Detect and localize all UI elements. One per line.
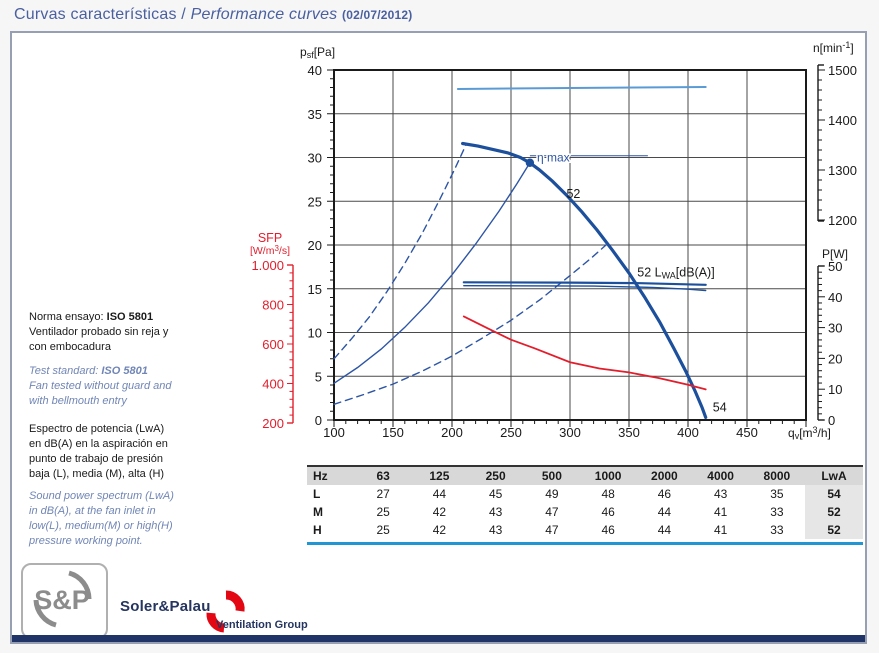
brand-swirl-arc2	[206, 612, 225, 633]
spectrum-value: 33	[770, 505, 784, 519]
col-header-1000: 1000	[580, 467, 637, 485]
note-line: pressure working point.	[29, 535, 143, 547]
col-header-LwA: LwA	[805, 467, 863, 485]
brand-block: Soler&Palau Ventilation Group	[120, 590, 340, 643]
brand-swirl-arc1	[225, 590, 245, 612]
note-line: baja (L), media (M), alta (H)	[29, 468, 165, 480]
note-spectrum-en: Sound power spectrum (LwA) in dB(A), at …	[29, 489, 247, 549]
table-header-row: Hz 63 125 250 500 1000 2000 4000 8000 LwA	[307, 467, 863, 485]
col-header-500: 500	[523, 467, 580, 485]
bottom-navy-bar	[12, 635, 865, 642]
spectrum-value: 47	[545, 505, 559, 519]
sp-logo-graphic: S&P	[33, 570, 92, 628]
note-standard: ISO 5801	[101, 365, 148, 377]
table-bottom-rule	[307, 542, 863, 545]
table-row-H: H 25 42 43 47 46 44 41 33 52	[307, 521, 863, 539]
note-line: Sound power spectrum (LwA)	[29, 490, 174, 502]
spectrum-value: 42	[432, 523, 447, 537]
spectrum-value: 41	[713, 523, 728, 537]
spectrum-value: 42	[432, 505, 447, 519]
spectrum-value: 43	[488, 505, 503, 519]
col-header-8000: 8000	[748, 467, 805, 485]
spectrum-value: 46	[657, 487, 672, 501]
spectrum-value: 45	[488, 487, 503, 501]
lwa-value: 52	[805, 521, 863, 539]
spectrum-value: 33	[770, 523, 784, 537]
col-header-250: 250	[467, 467, 524, 485]
sp-logo-arc-bottom	[33, 599, 57, 628]
spectrum-value: 44	[432, 487, 447, 501]
spectrum-value: 48	[601, 487, 615, 501]
page-title: Curvas características / Performance cur…	[14, 6, 412, 24]
sp-logo-text: S&P	[34, 585, 90, 615]
spectrum-value: 46	[601, 523, 615, 537]
note-line: in dB(A), at the fan inlet in	[29, 505, 156, 517]
note-norma-es: Norma ensayo: ISO 5801 Ventilador probad…	[29, 310, 247, 355]
spectrum-value: 43	[713, 487, 728, 501]
sound-spectrum-table: Hz 63 125 250 500 1000 2000 4000 8000 LwA L 27 44 45 4…	[307, 467, 863, 539]
note-espectro-es: Espectro de potencia (LwA) en dB(A) en l…	[29, 422, 247, 482]
note-line: Ventilador probado sin reja y	[29, 326, 169, 338]
spectrum-value: 27	[376, 487, 390, 501]
note-standard-en: Test standard: ISO 5801 Fan tested witho…	[29, 364, 247, 409]
title-en: Performance curves	[190, 6, 338, 23]
note-standard: ISO 5801	[106, 311, 154, 323]
row-label: M	[313, 505, 323, 519]
note-line: with bellmouth entry	[29, 395, 127, 407]
col-header-125: 125	[411, 467, 468, 485]
row-label: H	[313, 523, 322, 537]
sp-logo: S&P	[21, 563, 108, 639]
note-text: Norma ensayo:	[29, 311, 107, 323]
note-line: low(L), medium(M) or high(H)	[29, 520, 173, 532]
col-header-2000: 2000	[636, 467, 693, 485]
brand-swirl-icon	[206, 590, 245, 633]
title-date: (02/07/2012)	[342, 8, 413, 22]
note-line: en dB(A) en la aspiración en	[29, 438, 168, 450]
note-text: Test standard:	[29, 365, 102, 377]
content-panel: Norma ensayo: ISO 5801 Ventilador probad…	[10, 31, 867, 644]
spectrum-value: 25	[376, 523, 390, 537]
col-header-63: 63	[355, 467, 412, 485]
spectrum-value: 25	[376, 505, 390, 519]
table-row-L: L 27 44 45 49 48 46 43 35 54	[307, 485, 863, 503]
spectrum-value: 47	[545, 523, 559, 537]
sp-logo-arc-top	[68, 570, 92, 600]
spectrum-value: 41	[713, 505, 728, 519]
spectrum-value: 44	[657, 523, 672, 537]
table-top-rule	[307, 465, 863, 467]
spectrum-value: 44	[657, 505, 672, 519]
lwa-value: 52	[805, 503, 863, 521]
col-header-4000: 4000	[692, 467, 749, 485]
note-line: Espectro de potencia (LwA)	[29, 423, 165, 435]
spectrum-value: 35	[770, 487, 784, 501]
col-header-Hz: Hz	[307, 467, 355, 485]
brand-group: Ventilation Group	[216, 619, 308, 631]
spectrum-value: 49	[545, 487, 559, 501]
row-label: L	[313, 487, 321, 501]
note-line: Fan tested without guard and	[29, 380, 172, 392]
note-line: punto de trabajo de presión	[29, 453, 163, 465]
note-line: con embocadura	[29, 341, 111, 353]
spectrum-value: 46	[601, 505, 615, 519]
spectrum-value: 43	[488, 523, 503, 537]
lwa-value: 54	[805, 485, 863, 503]
brand-name: Soler&Palau	[120, 598, 211, 615]
table-row-M: M 25 42 43 47 46 44 41 33 52	[307, 503, 863, 521]
title-es: Curvas características /	[14, 6, 191, 23]
